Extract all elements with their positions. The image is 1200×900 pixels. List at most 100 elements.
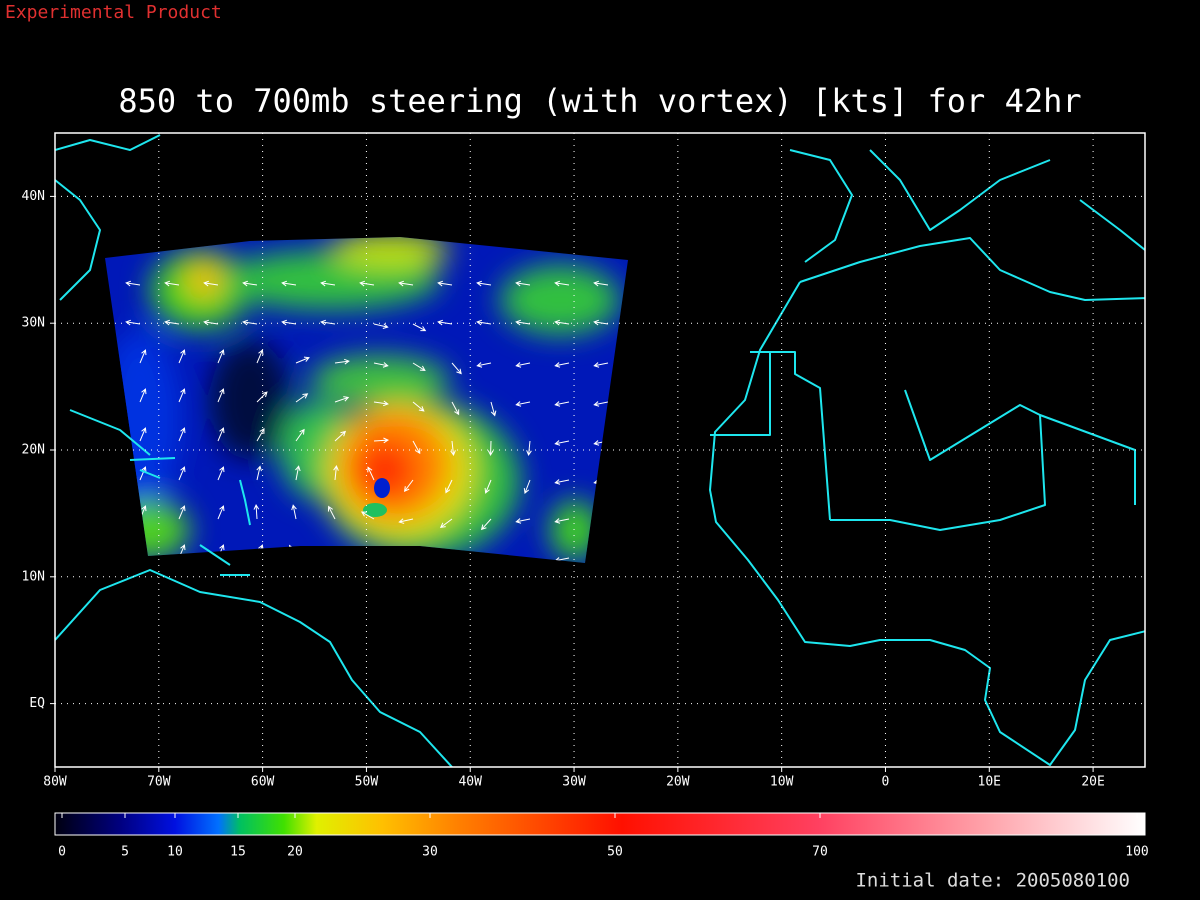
wind-arrow: [242, 319, 258, 326]
wind-arrow: [593, 557, 609, 563]
wind-arrow: [217, 466, 225, 481]
wind-arrow: [164, 319, 180, 326]
wind-arrow: [359, 280, 375, 287]
wind-arrow: [450, 440, 456, 456]
wind-arrow: [242, 280, 258, 287]
wind-arrow: [478, 557, 492, 563]
africa-coast: [709, 281, 1145, 766]
map-ticks: 80W 70W 60W 50W 40W 30W 20W 10W 0 10E 20E EQ 10N 20N 3…: [22, 189, 1105, 790]
wind-arrow: [320, 319, 336, 326]
colorbar-ticks: 0 5 10 15 20 30 50 70 100: [58, 813, 1149, 860]
north-america-coast: [55, 134, 161, 301]
colorbar-label: 50: [607, 845, 623, 860]
wind-arrow: [334, 396, 350, 403]
x-tick-label: 10E: [978, 775, 1001, 790]
x-tick-label: 80W: [43, 775, 67, 790]
wind-arrow: [476, 319, 492, 326]
colorbar-label: 70: [812, 845, 828, 860]
africa-borders: [710, 351, 1136, 531]
wind-arrow: [320, 280, 336, 287]
y-tick-label: 30N: [22, 316, 45, 331]
wind-arrow: [439, 518, 453, 528]
wind-arrow: [515, 401, 531, 407]
wind-arrow: [327, 505, 336, 520]
wind-arrow: [554, 401, 570, 407]
wind-arrow: [523, 479, 531, 495]
south-america-coast: [55, 569, 453, 767]
wind-arrow: [515, 362, 531, 368]
wind-arrow: [554, 440, 570, 446]
y-tick-label: 20N: [22, 443, 45, 458]
wind-arrow: [324, 547, 336, 559]
wind-arrow: [333, 465, 339, 481]
wind-arrow: [253, 503, 260, 520]
north-africa-coast: [799, 237, 1145, 301]
x-tick-label: 70W: [147, 775, 171, 790]
wind-arrow: [334, 358, 350, 365]
wind-arrow: [360, 551, 375, 559]
caribbean-islands: [69, 409, 251, 576]
wind-arrow: [178, 466, 186, 481]
wind-arrow: [445, 479, 453, 494]
wind-arrow: [554, 479, 570, 485]
wind-arrow: [554, 319, 570, 326]
y-tick-label: 40N: [22, 189, 45, 204]
wind-arrow: [593, 401, 609, 407]
wind-vectors: [125, 280, 609, 563]
colorbar-label: 0: [58, 845, 66, 860]
wind-arrow: [397, 555, 414, 561]
wind-arrow: [487, 440, 494, 457]
wind-arrow: [139, 349, 147, 364]
wind-arrow: [412, 323, 427, 332]
x-tick-label: 20E: [1081, 775, 1104, 790]
wind-arrow: [398, 518, 414, 524]
wind-arrow: [554, 280, 570, 287]
wind-arrow: [291, 504, 297, 520]
x-tick-label: 40W: [458, 775, 482, 790]
wind-arrow: [295, 356, 310, 364]
wind-arrow: [295, 465, 301, 481]
wind-arrow: [490, 401, 497, 417]
wind-arrow: [178, 505, 186, 520]
wind-arrow: [437, 280, 453, 287]
wind-arrow: [295, 393, 309, 403]
wind-arrow: [476, 280, 492, 287]
wind-arrow: [164, 280, 180, 287]
wind-arrow: [515, 518, 531, 524]
x-tick-label: 10W: [770, 775, 794, 790]
wind-arrow: [139, 544, 147, 559]
y-tick-label: EQ: [29, 696, 45, 711]
x-tick-label: 60W: [251, 775, 275, 790]
wind-arrow: [288, 544, 297, 559]
wind-arrow: [398, 280, 414, 287]
wind-arrow: [515, 280, 531, 287]
graticule: [55, 133, 1145, 767]
wind-arrow: [178, 349, 186, 364]
initial-date: Initial date: 2005080100: [855, 870, 1130, 892]
wind-arrow: [139, 388, 147, 403]
wind-arrow: [412, 401, 425, 412]
wind-arrow: [476, 362, 492, 368]
wind-arrow: [373, 362, 389, 368]
wind-arrow: [484, 479, 492, 494]
wind-arrow: [360, 511, 375, 520]
colorbar-label: 30: [422, 845, 438, 860]
wind-arrow: [373, 400, 389, 407]
wind-arrow: [480, 518, 492, 531]
wind-arrow: [256, 349, 264, 364]
x-tick-label: 20W: [666, 775, 690, 790]
wind-arrow: [217, 349, 225, 364]
wind-arrow: [178, 388, 186, 403]
wind-arrow: [373, 323, 389, 329]
x-tick-label: 0: [882, 775, 890, 790]
wind-arrow: [256, 427, 265, 442]
wind-arrow: [554, 362, 570, 368]
colorbar-label: 15: [230, 845, 246, 860]
coastlines: [55, 134, 1145, 767]
map-title: 850 to 700mb steering (with vortex) [kts…: [118, 82, 1081, 120]
colorbar: [54, 812, 1146, 836]
wind-arrow: [437, 557, 453, 563]
colorbar-label: 100: [1125, 845, 1148, 860]
wind-arrow: [125, 280, 141, 287]
